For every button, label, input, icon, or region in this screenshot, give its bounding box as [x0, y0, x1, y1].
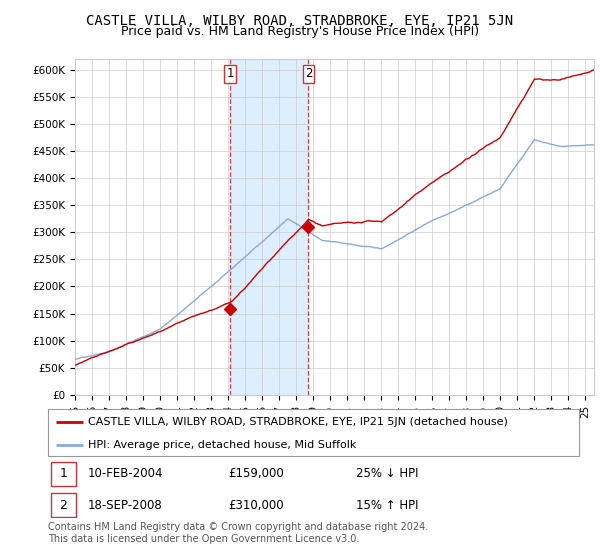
FancyBboxPatch shape — [303, 65, 314, 83]
Text: 1: 1 — [226, 67, 234, 81]
Text: CASTLE VILLA, WILBY ROAD, STRADBROKE, EYE, IP21 5JN: CASTLE VILLA, WILBY ROAD, STRADBROKE, EY… — [86, 14, 514, 28]
Text: HPI: Average price, detached house, Mid Suffolk: HPI: Average price, detached house, Mid … — [88, 440, 356, 450]
Text: £310,000: £310,000 — [229, 498, 284, 512]
Text: Contains HM Land Registry data © Crown copyright and database right 2024.
This d: Contains HM Land Registry data © Crown c… — [48, 522, 428, 544]
Text: 10-FEB-2004: 10-FEB-2004 — [88, 468, 163, 480]
Text: 2: 2 — [59, 498, 67, 512]
Text: Price paid vs. HM Land Registry's House Price Index (HPI): Price paid vs. HM Land Registry's House … — [121, 25, 479, 38]
FancyBboxPatch shape — [224, 65, 236, 83]
Text: 18-SEP-2008: 18-SEP-2008 — [88, 498, 163, 512]
Text: £159,000: £159,000 — [229, 468, 284, 480]
FancyBboxPatch shape — [50, 493, 76, 517]
Bar — [230, 59, 308, 395]
Text: 1: 1 — [59, 468, 67, 480]
FancyBboxPatch shape — [48, 409, 579, 456]
Text: 2: 2 — [305, 67, 312, 81]
FancyBboxPatch shape — [50, 462, 76, 486]
Text: 15% ↑ HPI: 15% ↑ HPI — [356, 498, 418, 512]
Text: CASTLE VILLA, WILBY ROAD, STRADBROKE, EYE, IP21 5JN (detached house): CASTLE VILLA, WILBY ROAD, STRADBROKE, EY… — [88, 417, 508, 427]
Text: 25% ↓ HPI: 25% ↓ HPI — [356, 468, 418, 480]
